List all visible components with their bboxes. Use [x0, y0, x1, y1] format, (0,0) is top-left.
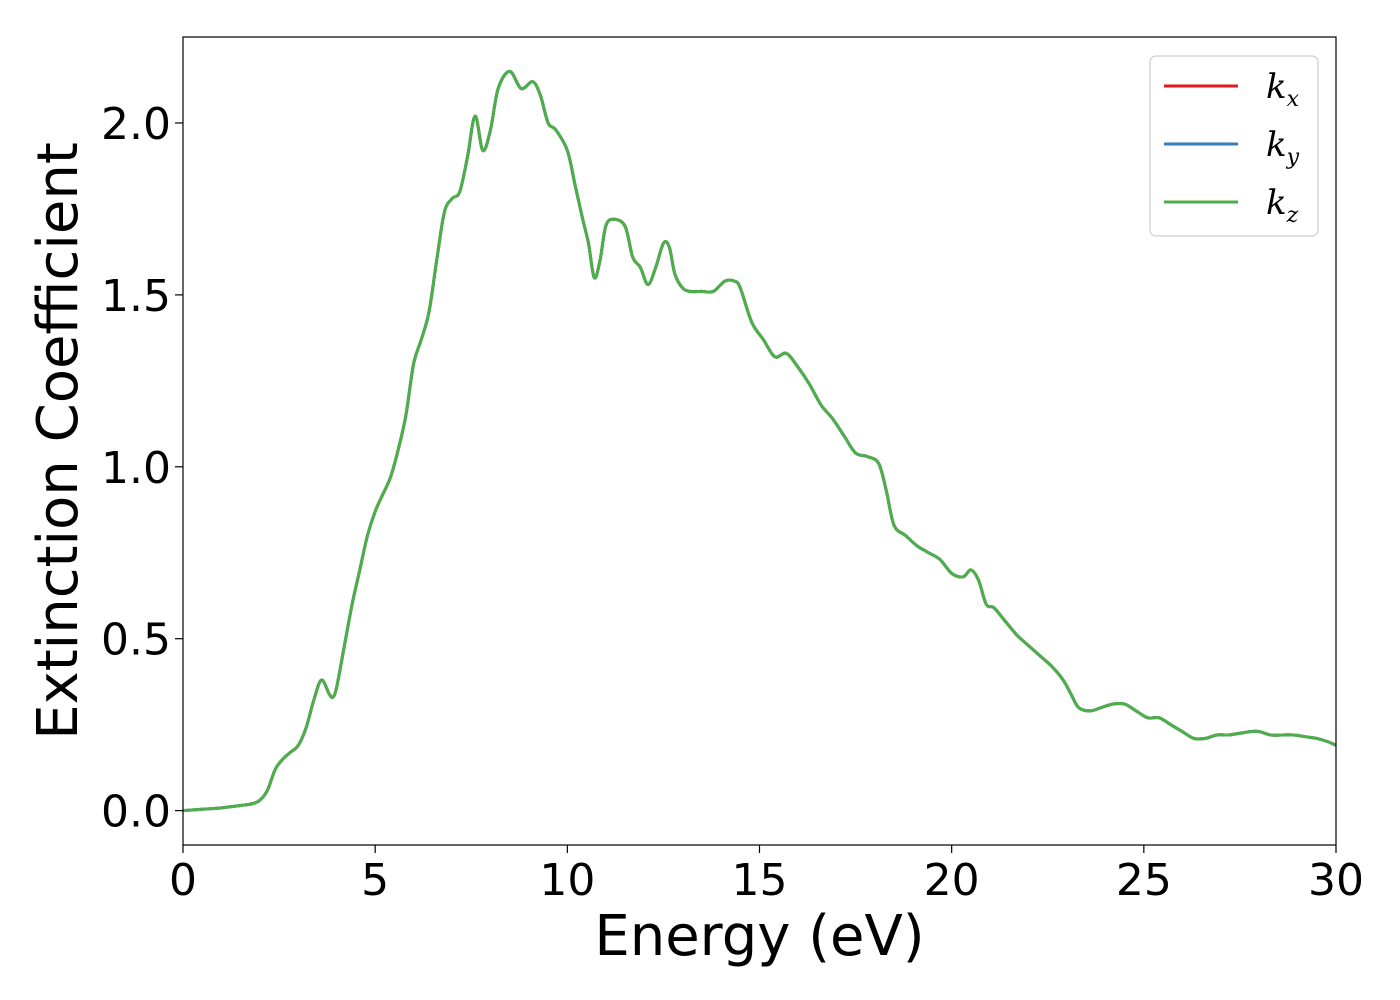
y-tick-label: 1.0	[101, 443, 171, 494]
legend-label-base: k	[1266, 67, 1287, 107]
y-axis-label: Extinction Coefficient	[26, 142, 91, 740]
y-tick-label: 2.0	[101, 99, 171, 150]
x-tick-label: 25	[1116, 855, 1172, 906]
x-tick-label: 5	[361, 855, 389, 906]
series-line-k-z	[183, 69, 1336, 813]
y-axis-ticks: 0.0 0.5 1.0 1.5 2.0	[101, 99, 183, 838]
legend-label: kx	[1266, 67, 1300, 112]
x-tick-label: 15	[732, 855, 788, 906]
legend-label-base: k	[1266, 183, 1287, 223]
legend-label: ky	[1266, 125, 1300, 170]
x-tick-label: 0	[169, 855, 197, 906]
x-axis-ticks: 0 5 10 15 20 25 30	[169, 845, 1364, 906]
x-axis-label: Energy (eV)	[594, 904, 924, 969]
legend-label: kz	[1266, 183, 1299, 228]
series-layer	[183, 69, 1336, 813]
y-tick-label: 1.5	[101, 271, 171, 322]
y-tick-label: 0.0	[101, 787, 171, 838]
legend-label-subscript: z	[1286, 203, 1299, 228]
legend-box	[1149, 55, 1319, 237]
y-tick-label: 0.5	[101, 615, 171, 666]
legend-label-base: k	[1266, 125, 1287, 165]
plot-frame	[182, 36, 1337, 846]
x-tick-label: 10	[539, 855, 595, 906]
legend-label-subscript: x	[1287, 87, 1300, 112]
legend-label-subscript: y	[1286, 145, 1300, 170]
x-tick-label: 30	[1308, 855, 1364, 906]
x-tick-label: 20	[924, 855, 980, 906]
